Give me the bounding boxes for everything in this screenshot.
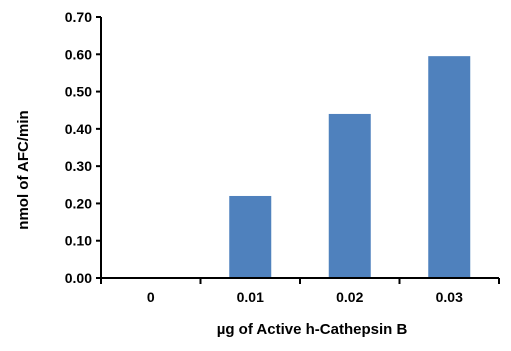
y-axis-label: nmol of AFC/min <box>15 110 32 229</box>
bars <box>229 56 471 278</box>
x-axis: 0 0.01 0.02 0.03 <box>100 277 500 305</box>
y-tick-label: 0.40 <box>65 121 92 137</box>
y-axis: 0.00 0.10 0.20 0.30 0.40 0.50 0.60 0.70 <box>65 9 102 286</box>
y-tick-label: 0.60 <box>65 46 92 62</box>
x-tick-label: 0.02 <box>336 289 363 305</box>
x-tick-label: 0.03 <box>436 289 463 305</box>
y-tick-label: 0.00 <box>65 270 92 286</box>
x-axis-label: µg of Active h-Cathepsin B <box>217 321 408 338</box>
x-tick-label: 0 <box>147 289 155 305</box>
x-tick-label: 0.01 <box>237 289 264 305</box>
bar <box>229 195 272 277</box>
y-tick-label: 0.50 <box>65 84 92 100</box>
bar <box>428 56 471 278</box>
bar <box>328 113 371 277</box>
y-tick-label: 0.30 <box>65 158 92 174</box>
y-tick-label: 0.20 <box>65 195 92 211</box>
y-tick-label: 0.10 <box>65 233 92 249</box>
y-tick-label: 0.70 <box>65 9 92 25</box>
